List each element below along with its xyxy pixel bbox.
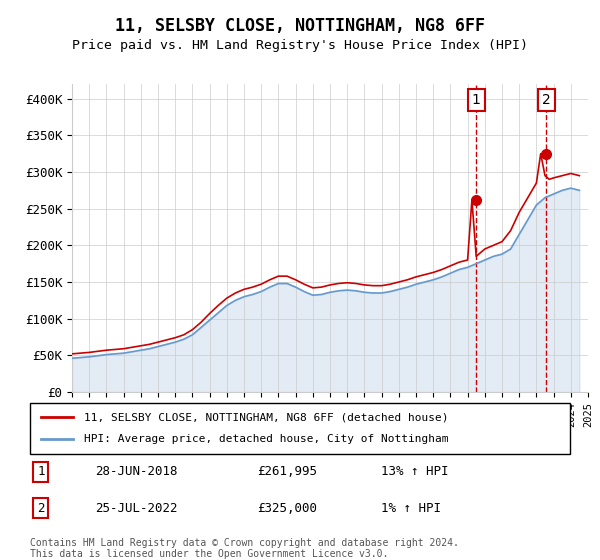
Text: 28-JUN-2018: 28-JUN-2018 <box>95 465 178 478</box>
Text: 2: 2 <box>542 93 551 107</box>
Text: 2: 2 <box>37 502 44 515</box>
Text: £325,000: £325,000 <box>257 502 317 515</box>
Text: 1: 1 <box>37 465 44 478</box>
Text: 11, SELSBY CLOSE, NOTTINGHAM, NG8 6FF (detached house): 11, SELSBY CLOSE, NOTTINGHAM, NG8 6FF (d… <box>84 412 449 422</box>
Text: Contains HM Land Registry data © Crown copyright and database right 2024.
This d: Contains HM Land Registry data © Crown c… <box>30 538 459 559</box>
Text: 1% ↑ HPI: 1% ↑ HPI <box>381 502 441 515</box>
Text: 11, SELSBY CLOSE, NOTTINGHAM, NG8 6FF: 11, SELSBY CLOSE, NOTTINGHAM, NG8 6FF <box>115 17 485 35</box>
Text: 25-JUL-2022: 25-JUL-2022 <box>95 502 178 515</box>
FancyBboxPatch shape <box>30 403 570 454</box>
Text: 1: 1 <box>472 93 481 107</box>
Text: £261,995: £261,995 <box>257 465 317 478</box>
Text: Price paid vs. HM Land Registry's House Price Index (HPI): Price paid vs. HM Land Registry's House … <box>72 39 528 52</box>
Text: HPI: Average price, detached house, City of Nottingham: HPI: Average price, detached house, City… <box>84 435 449 445</box>
Text: 13% ↑ HPI: 13% ↑ HPI <box>381 465 449 478</box>
